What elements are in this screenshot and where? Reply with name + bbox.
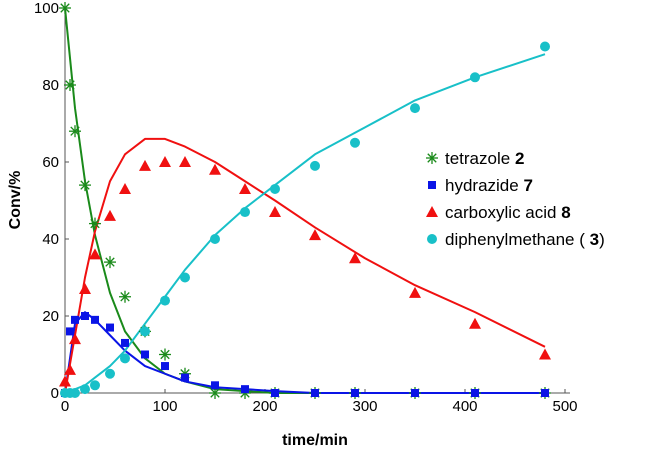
data-point-asterisk: [64, 79, 76, 91]
legend-marker-3: [427, 234, 437, 244]
data-point-triangle: [64, 363, 76, 375]
fit-line-2: [64, 137, 546, 394]
data-point-triangle: [89, 248, 101, 260]
legend-label-2: carboxylic acid 8: [445, 203, 571, 222]
data-point-triangle: [119, 182, 131, 194]
y-axis-label: Conv/%: [7, 171, 24, 230]
data-point-asterisk: [89, 217, 101, 230]
data-point-square: [411, 389, 419, 397]
data-point-square: [351, 389, 359, 397]
legend-label-0: tetrazole 2: [445, 149, 524, 168]
data-point-square: [66, 327, 74, 336]
data-point-triangle: [409, 286, 421, 298]
data-point-square: [121, 338, 129, 347]
data-point-circle: [70, 388, 80, 398]
data-point-asterisk: [69, 125, 81, 138]
data-point-circle: [470, 72, 480, 83]
data-point-circle: [90, 380, 100, 391]
data-point-square: [71, 315, 79, 324]
data-point-circle: [270, 183, 280, 194]
x-tick-label: 100: [152, 398, 177, 415]
data-point-triangle: [469, 317, 481, 329]
data-point-circle: [140, 326, 150, 337]
data-point-circle: [350, 137, 360, 148]
data-point-asterisk: [119, 290, 131, 303]
y-tick-label: 20: [42, 308, 59, 325]
data-point-square: [91, 315, 99, 324]
y-tick-label: 100: [34, 0, 59, 17]
data-point-asterisk: [79, 179, 91, 192]
data-point-square: [541, 389, 549, 397]
data-point-square: [311, 389, 319, 397]
legend-label-3: diphenylmethane ( 3): [445, 230, 605, 249]
legend-label-1: hydrazide 7: [445, 176, 533, 195]
data-point-triangle: [159, 156, 171, 167]
data-point-triangle: [209, 163, 221, 175]
y-tick-label: 80: [42, 77, 59, 94]
data-point-triangle: [104, 209, 116, 221]
data-point-circle: [540, 41, 550, 52]
x-axis-label: time/min: [282, 432, 348, 449]
y-tick-label: 60: [42, 154, 59, 171]
data-point-circle: [180, 272, 190, 283]
data-point-triangle: [539, 348, 551, 360]
data-point-triangle: [139, 159, 151, 171]
data-point-square: [161, 362, 169, 371]
data-point-square: [211, 381, 219, 390]
data-point-circle: [105, 368, 115, 379]
data-point-circle: [80, 384, 90, 395]
data-point-circle: [160, 295, 170, 306]
data-point-square: [81, 312, 89, 320]
legend-marker-2: [426, 206, 438, 217]
x-tick-label: 500: [552, 398, 577, 415]
data-point-asterisk: [59, 2, 71, 14]
legend-marker-0: [426, 152, 438, 164]
data-point-asterisk: [104, 256, 116, 269]
data-point-square: [471, 389, 479, 397]
data-point-circle: [410, 103, 420, 114]
data-point-circle: [210, 234, 220, 244]
x-tick-label: 400: [452, 398, 477, 415]
data-point-circle: [240, 207, 250, 218]
y-tick-label: 0: [51, 385, 59, 402]
data-point-circle: [310, 160, 320, 171]
fit-line-3: [64, 53, 546, 394]
data-point-square: [181, 373, 189, 382]
data-point-triangle: [239, 182, 251, 194]
data-point-square: [271, 389, 279, 397]
data-point-triangle: [309, 229, 321, 241]
x-tick-label: 0: [61, 398, 69, 415]
data-point-triangle: [79, 283, 91, 295]
data-point-triangle: [269, 206, 281, 218]
y-tick-label: 40: [42, 231, 59, 248]
data-point-square: [106, 323, 114, 332]
legend-marker-1: [428, 181, 436, 189]
data-point-circle: [120, 353, 130, 364]
data-point-triangle: [349, 252, 361, 264]
data-point-asterisk: [159, 348, 171, 361]
data-point-triangle: [179, 156, 191, 167]
data-point-square: [241, 385, 249, 394]
x-tick-label: 300: [352, 398, 377, 415]
data-point-triangle: [59, 375, 71, 387]
x-tick-label: 200: [252, 398, 277, 415]
data-point-triangle: [69, 333, 81, 345]
data-point-square: [141, 350, 149, 359]
